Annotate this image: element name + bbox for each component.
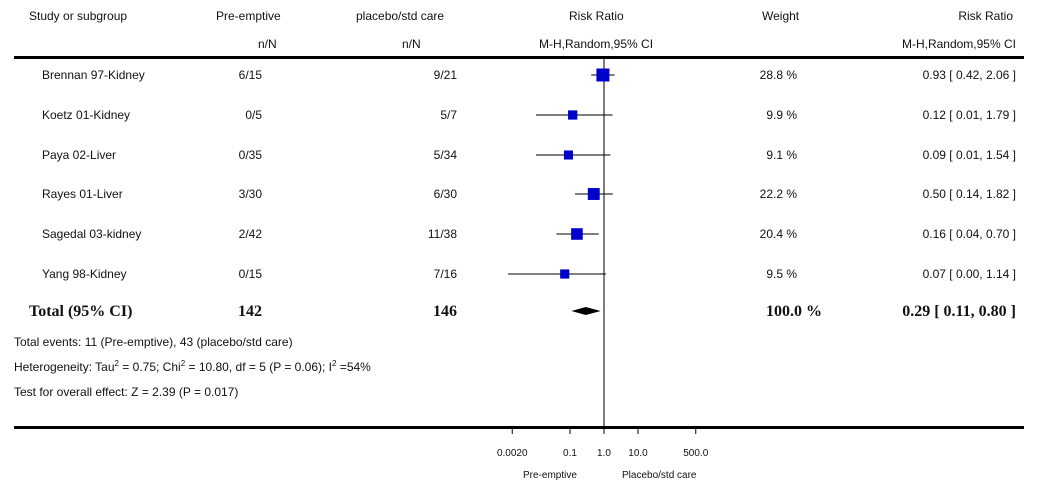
study-marker — [571, 228, 583, 240]
ctl-events: 5/7 — [440, 108, 457, 122]
study-marker — [560, 269, 570, 279]
subheader-risk-ratio: M-H,Random,95% CI — [901, 37, 1016, 51]
favours-right-label: Placebo/std care — [622, 470, 697, 481]
heterogeneity-note: Heterogeneity: Tau2 = 0.75; Chi2 = 10.80… — [14, 359, 371, 375]
overall-effect-note: Test for overall effect: Z = 2.39 (P = 0… — [14, 385, 239, 399]
weight-value: 9.5 % — [766, 267, 797, 281]
study-marker — [596, 68, 610, 82]
rr-ci-value: 0.12 [ 0.01, 1.79 ] — [922, 108, 1016, 122]
rr-ci-value: 0.93 [ 0.42, 2.06 ] — [922, 68, 1016, 82]
ctl-events: 6/30 — [433, 187, 457, 201]
study-name: Koetz 01-Kidney — [42, 108, 131, 122]
total-weight: 100.0 % — [766, 303, 822, 320]
x-tick-label: 0.0020 — [497, 448, 528, 459]
study-name: Yang 98-Kidney — [42, 267, 127, 281]
total-label: Total (95% CI) — [29, 303, 133, 320]
header-pre-emptive: Pre-emptive — [216, 9, 281, 23]
x-tick-label: 1.0 — [597, 448, 611, 459]
weight-value: 9.9 % — [766, 108, 797, 122]
ctl-events: 9/21 — [433, 68, 457, 82]
study-name: Rayes 01-Liver — [42, 187, 123, 201]
ctl-events: 7/16 — [433, 267, 457, 281]
exp-events: 2/42 — [238, 227, 262, 241]
ctl-events: 11/38 — [427, 227, 457, 241]
study-name: Brennan 97-Kidney — [42, 68, 145, 82]
weight-value: 20.4 % — [759, 227, 797, 241]
exp-events: 0/35 — [238, 148, 262, 162]
favours-left-label: Pre-emptive — [523, 470, 577, 481]
study-marker — [563, 150, 573, 160]
study-marker — [568, 110, 578, 120]
header-weight: Weight — [762, 9, 800, 23]
pooled-diamond — [571, 307, 601, 315]
total-events-note: Total events: 11 (Pre-emptive), 43 (plac… — [14, 335, 293, 349]
rr-ci-value: 0.09 [ 0.01, 1.54 ] — [922, 148, 1016, 162]
header-study: Study or subgroup — [29, 9, 128, 23]
total-rr-ci: 0.29 [ 0.11, 0.80 ] — [902, 303, 1016, 320]
study-marker — [587, 188, 600, 200]
exp-events: 6/15 — [238, 68, 262, 82]
exp-events: 0/15 — [238, 267, 262, 281]
subheader-placebo: n/N — [402, 37, 421, 51]
study-name: Paya 02-Liver — [42, 148, 117, 162]
header-risk-ratio-plot: Risk Ratio — [569, 9, 624, 23]
subheader-risk-ratio-plot: M-H,Random,95% CI — [539, 37, 654, 51]
study-name: Sagedal 03-kidney — [42, 227, 142, 241]
rr-ci-value: 0.16 [ 0.04, 0.70 ] — [922, 227, 1016, 241]
rr-ci-value: 0.50 [ 0.14, 1.82 ] — [922, 187, 1016, 201]
x-tick-label: 500.0 — [683, 448, 708, 459]
exp-events: 3/30 — [238, 187, 262, 201]
header-risk-ratio: Risk Ratio — [958, 9, 1013, 23]
weight-value: 9.1 % — [766, 148, 797, 162]
header-rule — [14, 56, 1024, 59]
x-tick-label: 10.0 — [628, 448, 648, 459]
total-exp: 142 — [238, 303, 262, 320]
weight-value: 28.8 % — [759, 68, 797, 82]
total-ctl: 146 — [433, 303, 457, 320]
ctl-events: 5/34 — [433, 148, 457, 162]
weight-value: 22.2 % — [759, 187, 797, 201]
x-tick-label: 0.1 — [563, 448, 577, 459]
subheader-pre-emptive: n/N — [258, 37, 277, 51]
header-placebo: placebo/std care — [356, 9, 445, 23]
rr-ci-value: 0.07 [ 0.00, 1.14 ] — [922, 267, 1016, 281]
exp-events: 0/5 — [245, 108, 262, 122]
